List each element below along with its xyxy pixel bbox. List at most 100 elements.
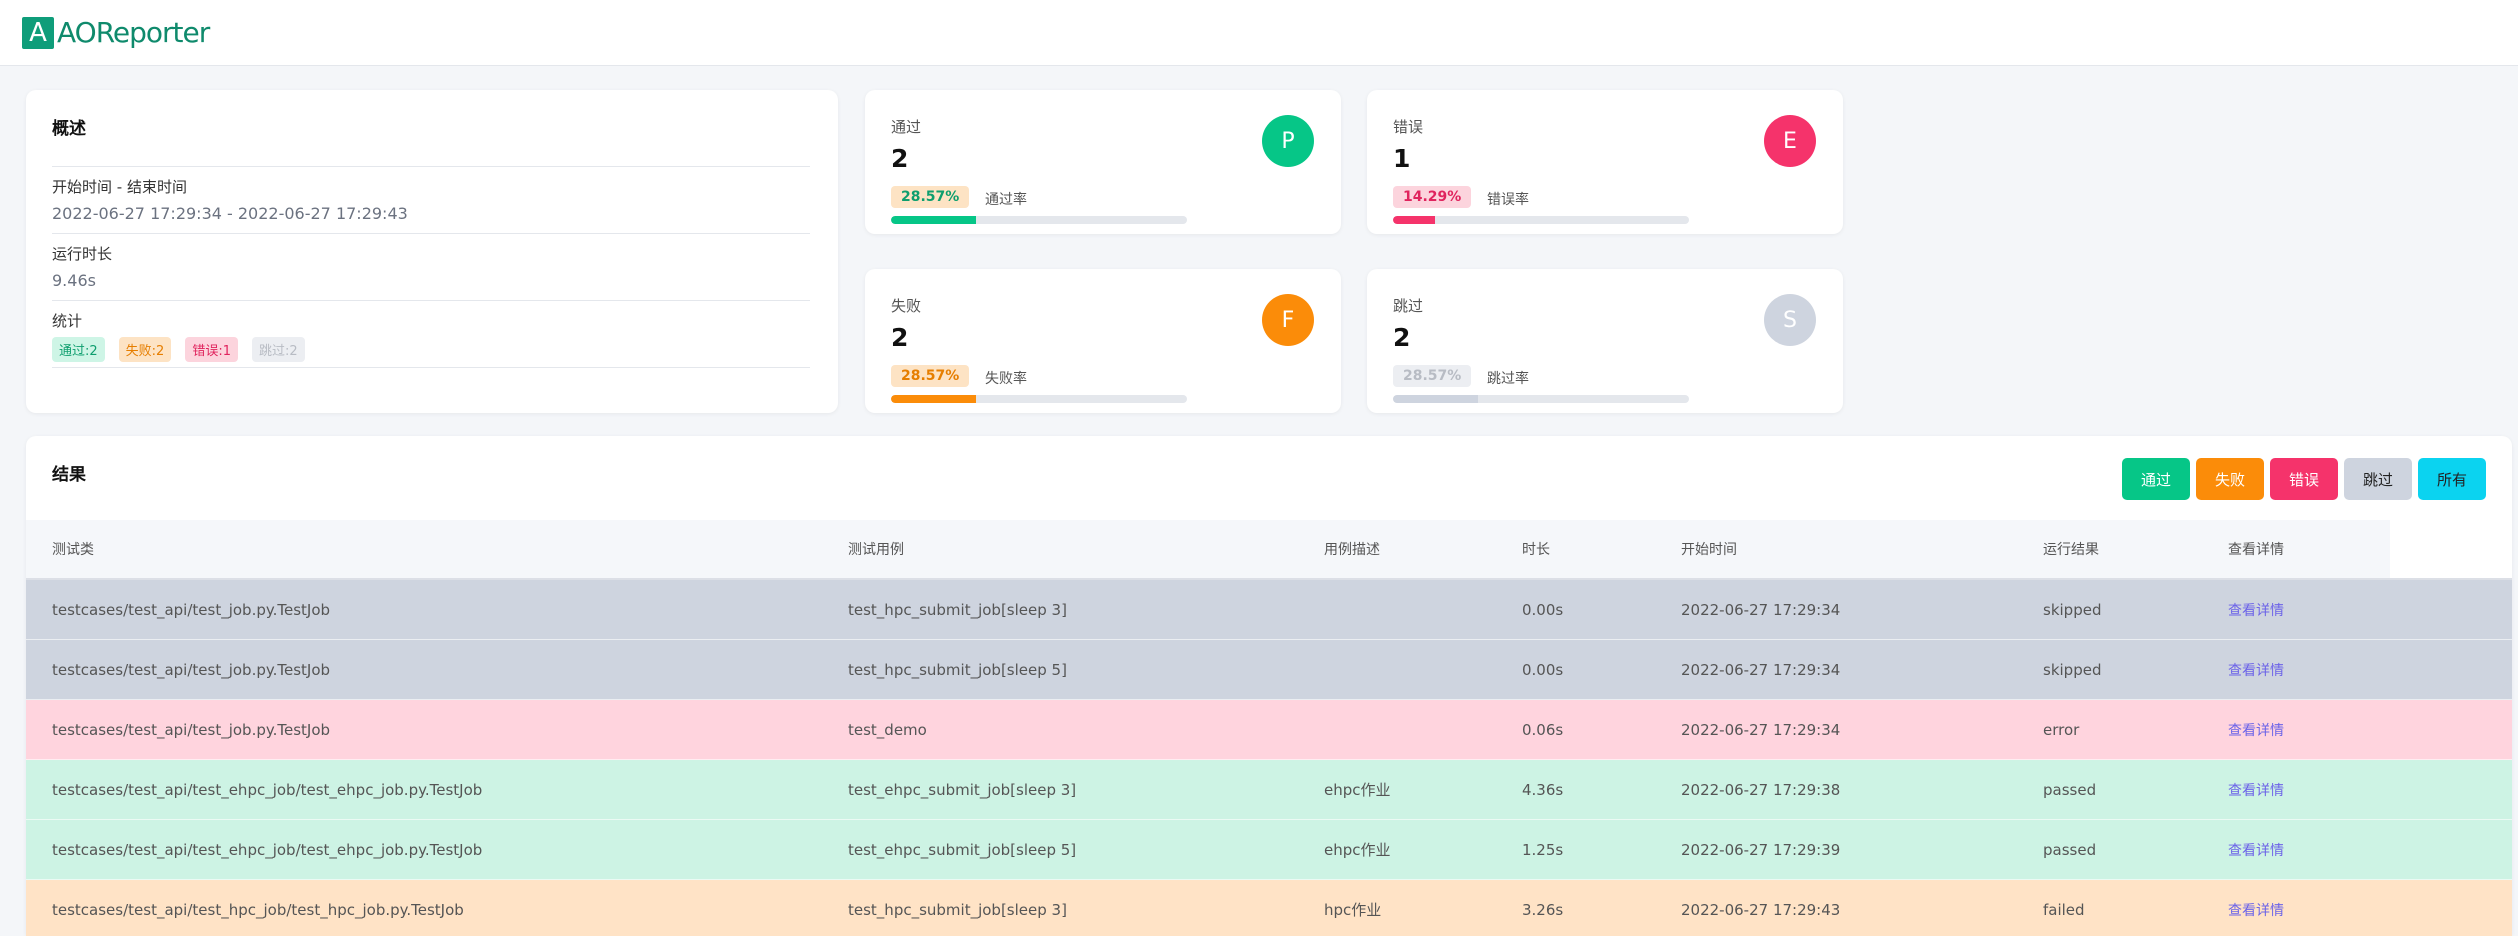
cell-case: test_ehpc_submit_job[sleep 5] [848,820,1324,880]
cell-description: ehpc作业 [1324,760,1522,820]
cell-case: test_hpc_submit_job[sleep 3] [848,880,1324,936]
table-row[interactable]: testcases/test_api/test_job.py.TestJob t… [26,700,2512,760]
view-detail-link[interactable]: 查看详情 [2228,603,2284,619]
cell-description [1324,579,1522,640]
error-stat-count: 1 [1393,144,1410,173]
results-table-wrap: 测试类 测试用例 用例描述 时长 开始时间 运行结果 查看详情 testcase… [26,520,2512,936]
table-row[interactable]: testcases/test_api/test_ehpc_job/test_eh… [26,760,2512,820]
cell-duration: 1.25s [1522,820,1681,880]
cell-description: hpc作业 [1324,880,1522,936]
app-logo[interactable]: A AOReporter [22,16,209,49]
stats-label: 统计 [52,310,82,331]
skipped-icon: S [1764,294,1816,346]
filter-failed-button[interactable]: 失败 [2196,458,2264,500]
cell-start-time: 2022-06-27 17:29:43 [1681,880,2043,936]
divider [52,233,810,234]
passed-progress-fill [891,216,976,224]
col-header-duration[interactable]: 时长 [1522,520,1681,579]
skipped-percent: 28.57% [1393,365,1471,387]
overview-card: 概述 开始时间 - 结束时间 2022-06-27 17:29:34 - 202… [26,90,838,413]
table-row[interactable]: testcases/test_api/test_hpc_job/test_hpc… [26,880,2512,936]
col-header-result[interactable]: 运行结果 [2043,520,2228,579]
divider [52,367,810,368]
logo-text: AOReporter [57,16,209,49]
failed-stat-card: 失败 2 F 28.57% 失败率 [865,269,1341,413]
cell-blank [2390,880,2512,936]
col-header-description[interactable]: 用例描述 [1324,520,1522,579]
divider [52,300,810,301]
cell-result: passed [2043,760,2228,820]
table-header-row: 测试类 测试用例 用例描述 时长 开始时间 运行结果 查看详情 [26,520,2512,579]
cell-start-time: 2022-06-27 17:29:39 [1681,820,2043,880]
cell-case: test_hpc_submit_job[sleep 3] [848,579,1324,640]
cell-duration: 3.26s [1522,880,1681,936]
cell-blank [2390,760,2512,820]
passed-progress-bar [891,216,1187,224]
error-icon: E [1764,115,1816,167]
cell-class: testcases/test_api/test_ehpc_job/test_eh… [26,760,848,820]
filter-all-button[interactable]: 所有 [2418,458,2486,500]
skipped-stat-count: 2 [1393,323,1410,352]
passed-percent: 28.57% [891,186,969,208]
col-header-detail[interactable]: 查看详情 [2228,520,2390,579]
cell-class: testcases/test_api/test_job.py.TestJob [26,579,848,640]
cell-blank [2390,579,2512,640]
cell-start-time: 2022-06-27 17:29:34 [1681,640,2043,700]
table-row[interactable]: testcases/test_api/test_job.py.TestJob t… [26,579,2512,640]
col-header-case[interactable]: 测试用例 [848,520,1324,579]
view-detail-link[interactable]: 查看详情 [2228,723,2284,739]
passed-stat-label: 通过 [891,116,921,137]
cell-duration: 0.06s [1522,700,1681,760]
filter-skipped-button[interactable]: 跳过 [2344,458,2412,500]
view-detail-link[interactable]: 查看详情 [2228,783,2284,799]
failed-progress-fill [891,395,976,403]
error-badge: 错误:1 [185,337,238,362]
cell-start-time: 2022-06-27 17:29:34 [1681,700,2043,760]
col-header-start-time[interactable]: 开始时间 [1681,520,2043,579]
failed-icon: F [1262,294,1314,346]
time-range-label: 开始时间 - 结束时间 [52,176,187,197]
cell-detail: 查看详情 [2228,640,2390,700]
cell-duration: 0.00s [1522,579,1681,640]
cell-result: skipped [2043,579,2228,640]
time-range-value: 2022-06-27 17:29:34 - 2022-06-27 17:29:4… [52,204,408,223]
failed-rate-label: 失败率 [985,368,1027,388]
result-filters: 通过 失败 错误 跳过 所有 [2122,458,2486,500]
skipped-progress-fill [1393,395,1478,403]
skipped-stat-label: 跳过 [1393,295,1423,316]
results-title: 结果 [52,460,86,485]
col-header-blank [2390,520,2512,579]
passed-rate-label: 通过率 [985,189,1027,209]
cell-detail: 查看详情 [2228,700,2390,760]
cell-blank [2390,700,2512,760]
results-table: 测试类 测试用例 用例描述 时长 开始时间 运行结果 查看详情 testcase… [26,520,2512,936]
cell-detail: 查看详情 [2228,579,2390,640]
cell-duration: 0.00s [1522,640,1681,700]
view-detail-link[interactable]: 查看详情 [2228,663,2284,679]
cell-result: passed [2043,820,2228,880]
cell-description [1324,640,1522,700]
passed-icon: P [1262,115,1314,167]
cell-result: failed [2043,880,2228,936]
failed-progress-bar [891,395,1187,403]
filter-error-button[interactable]: 错误 [2270,458,2338,500]
cell-start-time: 2022-06-27 17:29:38 [1681,760,2043,820]
view-detail-link[interactable]: 查看详情 [2228,843,2284,859]
top-bar: A AOReporter [0,0,2518,66]
view-detail-link[interactable]: 查看详情 [2228,903,2284,919]
stats-badges: 通过:2 失败:2 错误:1 跳过:2 [52,337,305,362]
filter-passed-button[interactable]: 通过 [2122,458,2190,500]
table-row[interactable]: testcases/test_api/test_ehpc_job/test_eh… [26,820,2512,880]
failed-stat-label: 失败 [891,295,921,316]
col-header-class[interactable]: 测试类 [26,520,848,579]
cell-detail: 查看详情 [2228,880,2390,936]
cell-class: testcases/test_api/test_job.py.TestJob [26,700,848,760]
cell-case: test_hpc_submit_job[sleep 5] [848,640,1324,700]
skipped-progress-bar [1393,395,1689,403]
cell-duration: 4.36s [1522,760,1681,820]
error-rate-label: 错误率 [1487,189,1529,209]
table-row[interactable]: testcases/test_api/test_job.py.TestJob t… [26,640,2512,700]
passed-badge: 通过:2 [52,337,105,362]
logo-mark: A [22,17,54,49]
cell-case: test_ehpc_submit_job[sleep 3] [848,760,1324,820]
